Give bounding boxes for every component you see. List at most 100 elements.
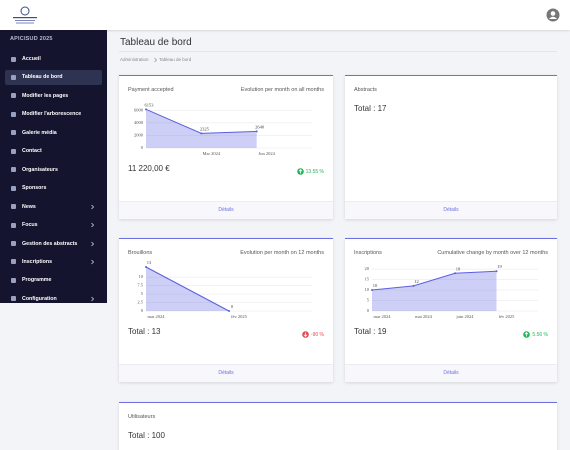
area — [372, 271, 497, 311]
y-tick-label: 6000 — [134, 107, 144, 112]
y-tick-label: 0 — [141, 145, 144, 150]
card-footer[interactable]: Détails — [345, 201, 557, 219]
data-point — [200, 132, 203, 135]
details-link[interactable]: Détails — [218, 370, 234, 376]
nav-item[interactable]: Accueil — [5, 52, 102, 67]
card-total: Total : 13 — [128, 327, 161, 336]
nav-item[interactable]: Modifier l'arborescence — [5, 107, 102, 122]
nav-label: Organisateurs — [22, 166, 58, 173]
data-point — [495, 270, 498, 273]
nav-item[interactable]: Sponsors — [5, 181, 102, 196]
data-point — [371, 289, 373, 292]
card: Payment accepted Evolution per month on a… — [119, 75, 333, 219]
chevron — [91, 241, 95, 246]
y-tick-label: 15 — [365, 277, 370, 282]
top-bar — [0, 0, 570, 30]
x-tick-label: fév 2025 — [231, 314, 248, 319]
chevron-icon — [91, 259, 95, 265]
card-footer[interactable]: Détails — [119, 364, 333, 382]
nav-item[interactable]: Contact — [5, 144, 102, 159]
y-tick-label: 20 — [365, 266, 370, 271]
nav-label: Contact — [22, 148, 42, 155]
badge-icon — [302, 331, 309, 338]
nav-item[interactable]: Configuration — [5, 291, 102, 306]
data-point — [228, 310, 230, 312]
user-avatar[interactable] — [546, 8, 560, 22]
breadcrumb: Administration Tableau de bord — [120, 57, 320, 63]
details-link[interactable]: Détails — [443, 207, 459, 213]
card-total: Total : 17 — [354, 104, 387, 113]
data-point — [255, 130, 258, 133]
nav-item[interactable]: Inscriptions — [5, 254, 102, 269]
nav-item[interactable]: Organisateurs — [5, 162, 102, 177]
y-tick-label: 7.5 — [137, 283, 143, 288]
nav-icon — [11, 111, 16, 117]
card-footer[interactable]: Détails — [119, 201, 333, 219]
chevron-icon — [154, 57, 158, 63]
card-total: Total : 100 — [128, 431, 165, 440]
chevron-icon — [91, 204, 95, 209]
nav-item[interactable]: News — [5, 199, 102, 214]
nav-item[interactable]: Modifier les pages — [5, 88, 102, 103]
nav-item[interactable]: Programme — [5, 273, 102, 288]
nav-icon — [11, 74, 16, 80]
x-tick-label: juin 2024 — [455, 314, 474, 319]
card-subtitle: Cumulative change by month over 12 month… — [437, 250, 548, 256]
nav-label: Tableau de bord — [22, 74, 63, 81]
nav-icon — [11, 56, 16, 62]
nav-item[interactable]: Tableau de bord — [5, 69, 102, 85]
area — [146, 267, 229, 311]
chevron — [91, 259, 95, 265]
nav-icon — [11, 185, 16, 191]
sidebar: APICISUD 2025 Accueil Tableau de bord Modif… — [0, 30, 107, 303]
nav-label: Sponsors — [22, 185, 47, 192]
badge-text: -90 % — [310, 332, 324, 338]
card-title: Utilisateurs — [128, 414, 156, 420]
x-tick-label: Jun 2024 — [258, 151, 275, 156]
y-tick-label: 0 — [367, 308, 370, 313]
badge-circle — [297, 168, 304, 175]
badge: 5.56 % — [508, 331, 548, 338]
nav-icon — [11, 259, 16, 265]
badge: -90 % — [284, 331, 324, 338]
card-footer[interactable]: Détails — [345, 364, 557, 382]
card: Abstracts Total : 17 Détails — [345, 75, 557, 219]
y-tick-label: 5 — [141, 291, 144, 296]
data-label: 0 — [231, 304, 234, 309]
x-tick-label: Mar 2024 — [203, 151, 221, 156]
nav-label: Inscriptions — [22, 258, 53, 265]
nav-label: Focus — [22, 222, 38, 229]
nav-item[interactable]: Galerie média — [5, 125, 102, 140]
logo — [13, 6, 37, 24]
badge-circle — [302, 331, 309, 338]
y-tick-label: 0 — [141, 308, 144, 313]
data-label: 19 — [497, 264, 502, 269]
nav-label: Gestion des abstracts — [22, 240, 78, 247]
nav-item[interactable]: Gestion des abstracts — [5, 236, 102, 251]
y-tick-label: 2000 — [134, 132, 144, 137]
details-link[interactable]: Détails — [218, 207, 234, 213]
chevron — [91, 204, 95, 209]
breadcrumb-item: Administration — [120, 57, 149, 62]
badge-arrow — [298, 169, 303, 174]
nav-icon — [11, 130, 16, 136]
badge-text: 5.56 % — [532, 332, 548, 338]
line — [371, 270, 497, 291]
nav-item[interactable]: Focus — [5, 218, 102, 233]
details-link[interactable]: Détails — [443, 370, 459, 376]
data-label: 13 — [147, 260, 152, 265]
separator — [119, 51, 557, 52]
card: Utilisateurs Total : 100 — [119, 402, 557, 450]
card-total: 11 220,00 € — [128, 164, 170, 173]
nav-icon — [11, 148, 16, 154]
line — [145, 108, 257, 134]
data-point — [145, 108, 147, 111]
chevron — [154, 57, 158, 63]
nav-icon — [11, 222, 16, 228]
nav-icon — [11, 93, 16, 99]
data-label: 6153 — [145, 102, 155, 107]
nav-label: Configuration — [22, 295, 57, 302]
